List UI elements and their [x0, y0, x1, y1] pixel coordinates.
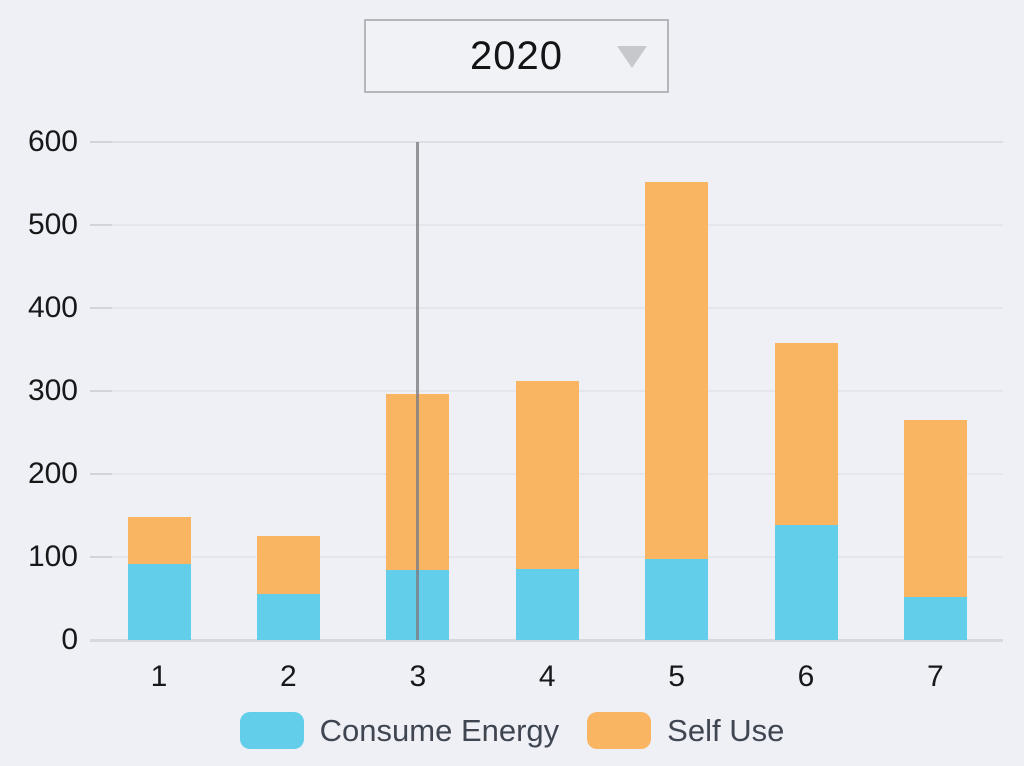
bar-month-4[interactable] [515, 381, 579, 640]
gridline-600 [90, 141, 1003, 143]
y-axis-label-100: 100 [27, 540, 78, 573]
x-axis-label-7: 7 [927, 660, 944, 693]
y-axis-label-600: 600 [27, 125, 78, 158]
legend-item-consume-energy: Consume Energy [239, 712, 560, 749]
year-dropdown[interactable]: 2020 [364, 19, 669, 93]
bar-segment-consume-energy [774, 524, 838, 640]
bar-segment-consume-energy [127, 563, 191, 640]
legend-label: Self Use [667, 712, 785, 748]
bar-segment-self-use [515, 381, 579, 570]
y-axis-tick-600 [90, 141, 112, 143]
x-axis-label-3: 3 [409, 660, 427, 693]
bar-month-6[interactable] [774, 342, 838, 640]
y-axis-label-300: 300 [27, 374, 78, 407]
y-axis-label-400: 400 [27, 291, 78, 324]
chevron-down-icon [617, 46, 647, 68]
legend-item-self-use: Self Use [587, 712, 784, 749]
bar-segment-self-use [256, 536, 320, 595]
y-axis-tick-100 [90, 556, 112, 558]
chart-legend: Consume Energy Self Use [0, 712, 1024, 749]
bar-month-2[interactable] [256, 536, 320, 640]
bar-segment-consume-energy [903, 596, 967, 640]
x-axis-label-6: 6 [797, 660, 815, 693]
x-axis-label-4: 4 [538, 660, 556, 693]
bar-segment-self-use [645, 181, 709, 559]
bar-segment-consume-energy [256, 594, 320, 640]
year-dropdown-value: 2020 [470, 33, 563, 78]
bar-segment-self-use [774, 342, 838, 525]
y-axis-tick-200 [90, 473, 112, 475]
gridline-400 [90, 307, 1003, 309]
bar-segment-self-use [127, 517, 191, 564]
bar-segment-self-use [903, 420, 967, 597]
bar-month-7[interactable] [903, 420, 967, 640]
bar-segment-consume-energy [515, 569, 579, 640]
x-axis-line [90, 639, 1003, 642]
bar-month-1[interactable] [127, 517, 191, 640]
self-use-swatch [587, 712, 652, 749]
x-axis-label-5: 5 [668, 660, 685, 693]
bar-segment-consume-energy [645, 558, 709, 640]
legend-label: Consume Energy [319, 712, 560, 748]
y-axis-label-200: 200 [27, 457, 78, 490]
x-axis-label-2: 2 [280, 660, 297, 693]
marker-line-month-3 [416, 142, 420, 640]
bar-month-5[interactable] [645, 181, 709, 640]
gridline-500 [90, 224, 1003, 226]
consume-energy-swatch [239, 712, 304, 749]
y-axis-label-0: 0 [61, 623, 78, 656]
x-axis-label-1: 1 [150, 660, 168, 693]
y-axis-tick-400 [90, 307, 112, 309]
y-axis-label-500: 500 [27, 208, 78, 241]
y-axis-tick-500 [90, 224, 112, 226]
y-axis-tick-300 [90, 390, 112, 392]
